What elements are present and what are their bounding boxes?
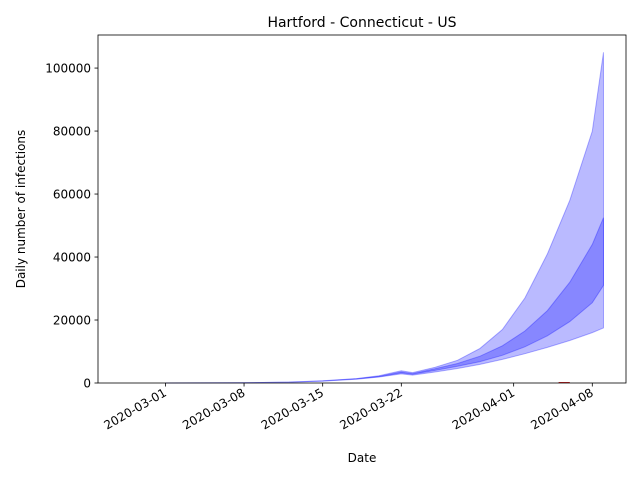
confidence-bands (165, 52, 604, 384)
x-tick-label: 2020-03-22 (337, 385, 404, 432)
x-axis-label: Date (348, 451, 377, 465)
chart-title: Hartford - Connecticut - US (267, 15, 456, 31)
x-tick-label: 2020-04-01 (450, 385, 517, 432)
y-axis-label: Daily number of infections (14, 130, 28, 289)
x-tick-label: 2020-03-08 (180, 385, 247, 432)
y-tick-label: 0 (83, 376, 91, 390)
x-axis: 2020-03-01 2020-03-08 2020-03-15 2020-03-22… (101, 383, 596, 432)
x-tick-label: 2020-04-08 (528, 385, 595, 432)
y-tick-label: 100000 (45, 61, 91, 75)
y-tick-label: 60000 (53, 187, 91, 201)
plot-frame (97, 34, 627, 384)
band-1 (165, 52, 604, 384)
y-tick-label: 20000 (53, 313, 91, 327)
x-tick-label: 2020-03-01 (101, 385, 168, 432)
x-tick-label: 2020-03-15 (259, 385, 326, 432)
band-2 (165, 217, 604, 384)
y-tick-label: 40000 (53, 250, 91, 264)
y-axis: 0 20000 40000 60000 80000 100000 (45, 61, 98, 390)
y-tick-label: 80000 (53, 124, 91, 138)
